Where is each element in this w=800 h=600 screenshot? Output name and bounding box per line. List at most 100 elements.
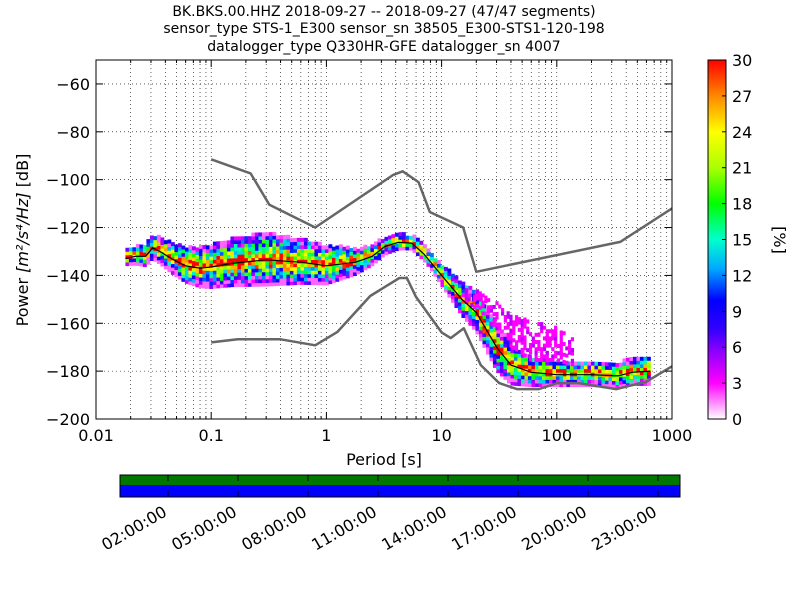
psd-cell: [590, 365, 595, 370]
psd-cell: [632, 356, 637, 361]
psd-cell: [601, 369, 606, 374]
psd-cell: [132, 258, 137, 263]
psd-cell: [608, 376, 613, 381]
psd-cell: [265, 278, 270, 283]
psd-cell: [384, 251, 389, 256]
psd-cell: [531, 375, 536, 380]
psd-cell: [219, 276, 224, 281]
psd-cell: [342, 257, 347, 262]
psd-cell: [517, 360, 522, 365]
psd-cell: [265, 243, 270, 248]
psd-cell: [377, 252, 382, 257]
psd-cell: [496, 329, 501, 334]
psd-cell: [195, 283, 200, 288]
colorbar-tick-label: 30: [732, 51, 752, 70]
psd-cell: [244, 239, 249, 244]
psd-cell: [293, 252, 298, 257]
psd-cell: [184, 258, 189, 263]
psd-cell: [576, 368, 581, 373]
psd-outlier-cell: [481, 311, 485, 316]
psd-cell: [184, 251, 189, 256]
psd-cell: [237, 275, 242, 280]
psd-cell: [139, 258, 144, 263]
psd-cell: [135, 247, 140, 252]
psd-cell: [450, 284, 455, 289]
psd-cell: [443, 284, 448, 289]
psd-cell: [310, 255, 315, 260]
psd-cell: [419, 244, 424, 249]
psd-cell: [527, 375, 532, 380]
psd-cell: [496, 336, 501, 341]
psd-cell: [310, 277, 315, 282]
psd-cell: [478, 322, 483, 327]
psd-cell: [303, 280, 308, 285]
psd-cell: [184, 247, 189, 252]
psd-cell: [401, 232, 406, 237]
psd-cell: [615, 366, 620, 371]
psd-cell: [534, 365, 539, 370]
y-tick-label: −180: [46, 362, 90, 381]
psd-cell: [513, 374, 518, 379]
psd-cell: [461, 306, 466, 311]
psd-cell: [489, 317, 494, 322]
psd-cell: [482, 307, 487, 312]
psd-outlier-cell: [520, 333, 524, 338]
psd-cell: [160, 255, 165, 260]
psd-cell: [636, 356, 641, 361]
psd-cell: [370, 251, 375, 256]
psd-cell: [202, 270, 207, 275]
psd-cell: [506, 357, 511, 362]
psd-cell: [461, 288, 466, 293]
psd-cell: [503, 336, 508, 341]
psd-cell: [363, 255, 368, 260]
psd-cell: [279, 263, 284, 268]
psd-outlier-cell: [492, 312, 496, 317]
psd-cell: [300, 280, 305, 285]
psd-cell: [198, 269, 203, 274]
psd-cell: [450, 277, 455, 282]
psd-outlier-cell: [495, 326, 499, 331]
psd-cell: [338, 247, 343, 252]
psd-cell: [230, 254, 235, 259]
psd-cell: [219, 269, 224, 274]
psd-cell: [223, 251, 228, 256]
psd-cell: [545, 375, 550, 380]
psd-cell: [275, 282, 280, 286]
psd-cell: [335, 259, 340, 264]
psd-cell: [240, 265, 245, 270]
psd-cell: [608, 362, 613, 367]
psd-cell: [261, 235, 266, 240]
psd-cell: [233, 257, 238, 262]
psd-cell: [478, 333, 483, 338]
psd-outlier-cell: [481, 304, 485, 309]
psd-outlier-cell: [542, 357, 547, 362]
psd-cell: [303, 262, 308, 267]
psd-cell: [520, 360, 525, 365]
psd-cell: [195, 272, 200, 277]
psd-cell: [447, 279, 452, 284]
psd-cell: [496, 361, 501, 366]
psd-cell: [485, 343, 490, 348]
psd-cell: [538, 365, 543, 370]
psd-cell: [433, 269, 438, 274]
psd-cell: [429, 260, 434, 265]
psd-cell: [622, 358, 627, 363]
psd-outlier-cell: [484, 299, 488, 304]
psd-cell: [265, 268, 270, 273]
psd-cell: [282, 249, 287, 254]
psd-cell: [153, 236, 158, 241]
psd-cell: [331, 264, 336, 269]
psd-cell: [538, 379, 543, 384]
psd-cell: [205, 281, 210, 286]
psd-cell: [422, 244, 427, 249]
psd-cell: [548, 361, 553, 366]
psd-cell: [177, 243, 182, 248]
psd-cell: [646, 381, 651, 386]
psd-outlier-cell: [570, 358, 575, 363]
psd-outlier-cell: [512, 327, 516, 332]
psd-cell: [191, 249, 196, 254]
psd-outlier-cell: [481, 300, 485, 305]
psd-outlier-cell: [551, 347, 555, 352]
psd-cell: [184, 265, 189, 270]
psd-cell: [177, 275, 182, 280]
